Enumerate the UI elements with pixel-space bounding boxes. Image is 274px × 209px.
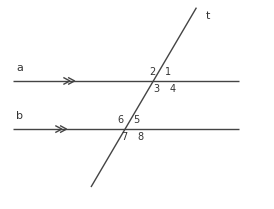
Text: t: t	[206, 11, 210, 21]
Text: 4: 4	[169, 84, 175, 94]
Text: 3: 3	[154, 84, 160, 94]
Text: 8: 8	[137, 132, 143, 142]
Text: 5: 5	[133, 115, 139, 125]
Text: 1: 1	[165, 67, 171, 77]
Text: 6: 6	[118, 115, 124, 125]
Text: b: b	[16, 111, 23, 121]
Text: a: a	[16, 63, 23, 73]
Text: 7: 7	[121, 132, 128, 142]
Text: 2: 2	[150, 67, 156, 77]
